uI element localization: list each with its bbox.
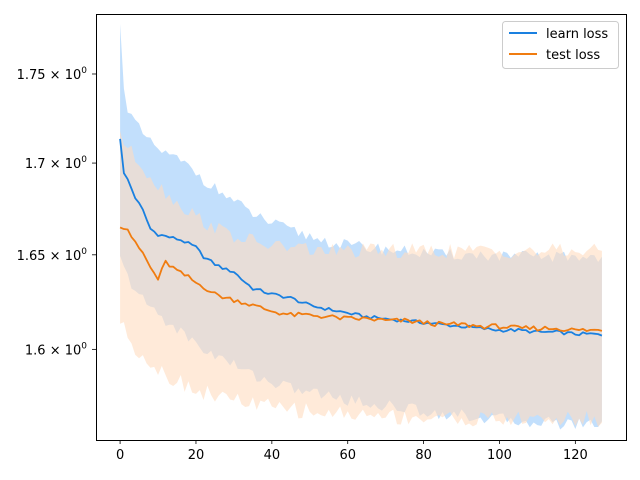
y-tick-label: 1.65 × 100 bbox=[17, 247, 88, 264]
x-tick-label: 40 bbox=[264, 448, 281, 463]
x-tick-label: 120 bbox=[563, 448, 588, 463]
plot-area-frame bbox=[96, 14, 627, 441]
y-tick-label: 1.7 × 100 bbox=[25, 155, 87, 172]
x-tick-label: 80 bbox=[415, 448, 432, 463]
band-test-loss bbox=[120, 131, 602, 427]
line-test-loss bbox=[119, 226, 603, 333]
legend-label-test-loss: test loss bbox=[546, 48, 600, 63]
y-tick-label: 1.6 × 100 bbox=[25, 341, 87, 358]
line-learn-loss bbox=[119, 138, 603, 337]
x-tick-label: 0 bbox=[116, 448, 124, 463]
y-tick-label: 1.75 × 100 bbox=[17, 66, 88, 83]
x-tick-label: 60 bbox=[339, 448, 356, 463]
x-tick-label: 20 bbox=[188, 448, 205, 463]
legend-label-learn-loss: learn loss bbox=[546, 27, 608, 42]
x-axis: 0 20 40 60 80 100 120 bbox=[116, 440, 588, 463]
legend: learn loss test loss bbox=[502, 21, 619, 69]
y-axis: 1.6 × 100 1.65 × 100 1.7 × 100 1.75 × 100 bbox=[17, 66, 96, 358]
x-tick-label: 100 bbox=[487, 448, 512, 463]
series-lines bbox=[119, 138, 603, 337]
